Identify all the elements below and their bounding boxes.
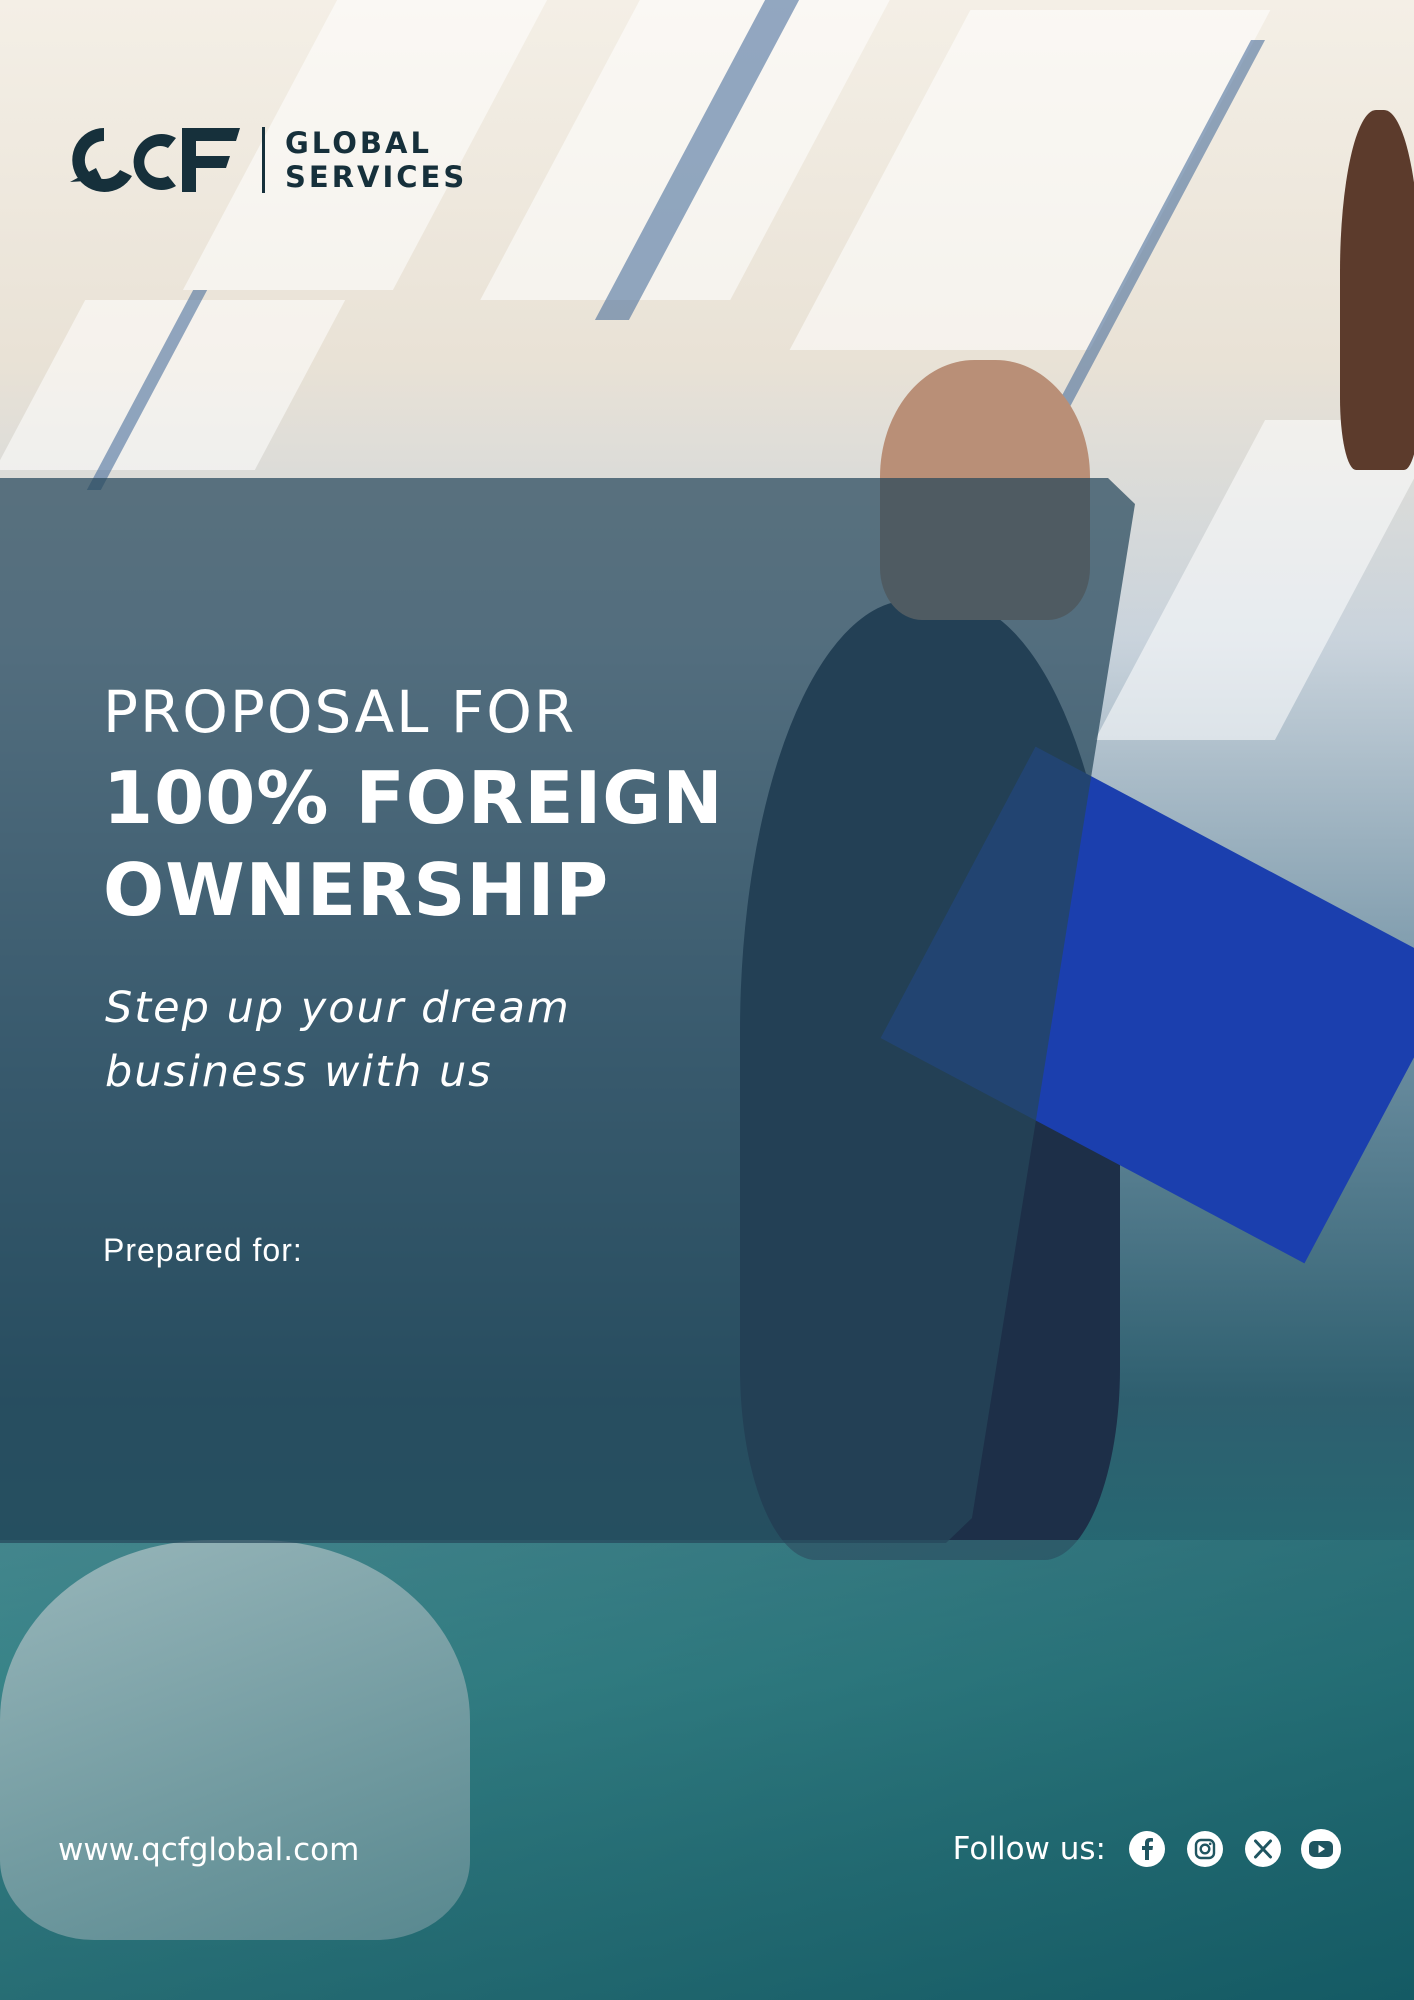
x-icon[interactable] bbox=[1242, 1828, 1284, 1870]
title-overlay-panel bbox=[0, 478, 1135, 1543]
skylight-panel bbox=[789, 10, 1271, 350]
instagram-icon[interactable] bbox=[1184, 1828, 1226, 1870]
qcf-logo-mark bbox=[70, 128, 240, 192]
logo-divider bbox=[262, 127, 265, 193]
facebook-icon[interactable] bbox=[1126, 1828, 1168, 1870]
youtube-icon[interactable] bbox=[1300, 1828, 1342, 1870]
website-link[interactable]: www.qcfglobal.com bbox=[58, 1832, 360, 1868]
glass-table bbox=[0, 1540, 1414, 2000]
social-icons bbox=[1126, 1828, 1342, 1870]
logo-line-global: GLOBAL bbox=[285, 125, 432, 160]
tagline: Step up your dream business with us bbox=[105, 976, 625, 1104]
title-line-1: 100% FOREIGN bbox=[103, 756, 724, 840]
follow-label: Follow us: bbox=[952, 1831, 1106, 1867]
businessman-right bbox=[1340, 110, 1414, 470]
logo-line-services: SERVICES bbox=[285, 160, 468, 194]
skylight-panel bbox=[0, 300, 346, 470]
social-follow: Follow us: bbox=[953, 1828, 1342, 1870]
tagline-line-2: business with us bbox=[105, 1047, 493, 1097]
title-line-2: OWNERSHIP bbox=[103, 848, 610, 932]
proposal-kicker: PROPOSAL FOR bbox=[103, 678, 577, 746]
tagline-line-1: Step up your dream bbox=[105, 983, 571, 1033]
company-logo: GLOBAL SERVICES bbox=[64, 120, 467, 200]
prepared-for-label: Prepared for: bbox=[103, 1232, 303, 1268]
proposal-title: 100% FOREIGN OWNERSHIP bbox=[103, 752, 724, 936]
logo-wordmark: GLOBAL SERVICES bbox=[285, 126, 467, 194]
